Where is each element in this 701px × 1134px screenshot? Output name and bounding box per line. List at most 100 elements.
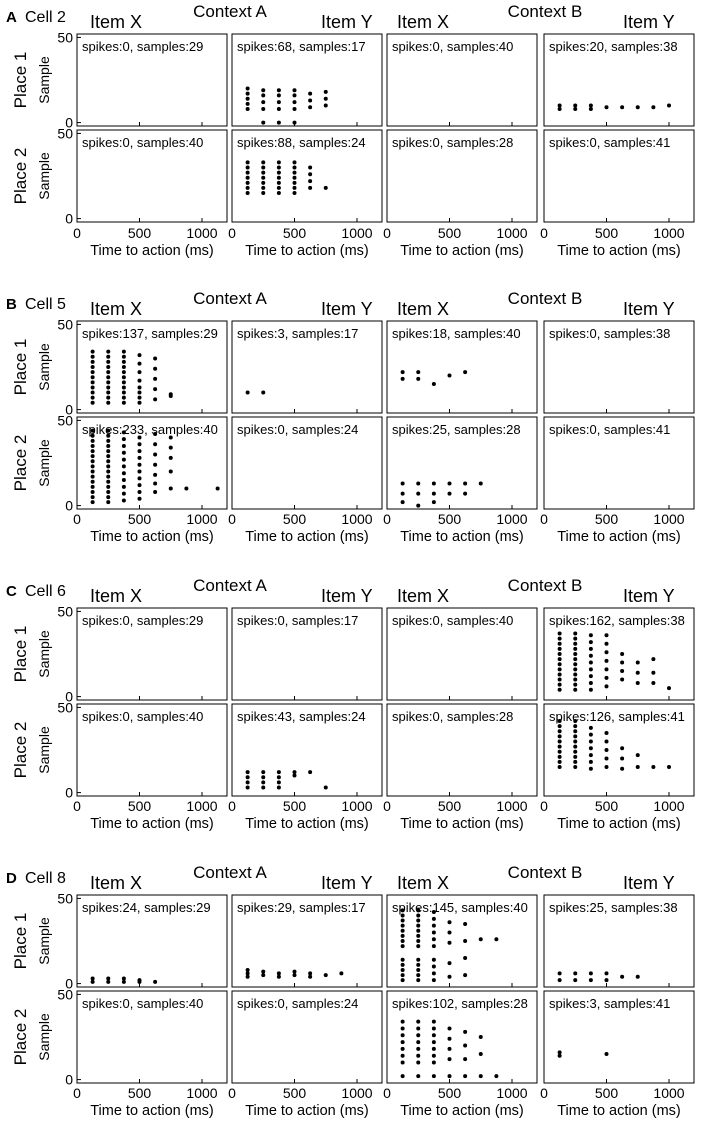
spike-dot [106,454,111,459]
subplot-frame [543,33,695,127]
spike-dot [557,744,562,749]
spike-dot [573,667,578,672]
subplot-frame [76,33,228,127]
spike-dot [90,349,95,354]
spike-dot [651,105,656,110]
spike-dot [245,165,250,170]
spike-dot [416,481,421,486]
spike-dot [308,98,313,103]
spike-dot [245,96,250,101]
spike-dot [447,373,452,378]
subplot-frame [543,129,695,223]
y-tick-label: 50 [57,986,73,1002]
spike-dot [137,435,142,440]
spike-dot [588,646,593,651]
spike-dot [121,349,126,354]
spike-dot [431,1026,436,1031]
item-label: Item X [90,12,142,32]
y-axis-label: Sample [36,343,52,391]
spike-dot [106,495,111,500]
spike-dot [292,165,297,170]
x-tick-label: 500 [595,511,619,527]
spike-dot [106,484,111,489]
spike-count-label: spikes:0, samples:40 [82,135,203,150]
y-axis-label: Sample [36,1013,52,1061]
x-tick-label: 500 [283,511,307,527]
spike-dot [431,1019,436,1024]
spike-dot [153,481,158,486]
subplot-frame [76,990,228,1084]
spike-dot [635,660,640,665]
spike-count-label: spikes:29, samples:17 [237,900,366,915]
spike-dot [121,484,126,489]
x-tick-label: 0 [73,1085,81,1101]
spike-dot [573,729,578,734]
spike-count-label: spikes:0, samples:24 [237,996,358,1011]
spike-dot [153,462,158,467]
x-tick-label: 0 [540,1085,548,1101]
spike-count-label: spikes:43, samples:24 [237,709,366,724]
spike-dot [651,765,656,770]
subplot-frame [231,320,383,414]
spike-dot [261,973,266,978]
spike-dot [588,766,593,771]
spike-dot [416,957,421,962]
spike-dot [431,491,436,496]
cell-title: Cell 6 [25,583,66,600]
y-tick-label: 50 [57,316,73,332]
spike-dot [557,687,562,692]
spike-dot [588,687,593,692]
y-tick-label: 0 [65,211,73,227]
subplot-frame [231,129,383,223]
spike-dot [557,636,562,641]
spike-dot [292,185,297,190]
spike-count-label: spikes:0, samples:17 [237,613,358,628]
spike-dot [121,464,126,469]
x-tick-label: 1000 [496,511,527,527]
item-label: Item X [397,873,449,893]
spike-dot [400,939,405,943]
spike-count-label: spikes:3, samples:17 [237,326,358,341]
spike-dot [106,365,111,369]
x-tick-label: 1000 [186,225,217,241]
raster-subplot: spikes:29, samples:17 [231,894,383,988]
spike-dot [416,491,421,496]
spike-dot [447,930,452,935]
spike-dot [588,753,593,758]
spike-dot [323,89,328,94]
spike-dot [463,956,468,961]
spike-dot [292,120,297,125]
spike-dot [261,106,266,111]
spike-dot [137,353,142,358]
spike-dot [651,657,656,662]
spike-dot [276,971,281,976]
spike-dot [168,445,173,450]
x-tick-label: 1000 [341,798,372,814]
spike-dot [308,172,313,177]
y-axis-label: Sample [36,56,52,104]
spike-dot [588,680,593,685]
subplot-frame [76,129,228,223]
x-tick-label: 0 [228,1085,236,1101]
subplot-frame [543,320,695,414]
spike-dot [573,739,578,744]
spike-dot [245,180,250,185]
spike-dot [90,354,95,359]
x-tick-label: 0 [540,798,548,814]
spike-dot [153,356,158,361]
spike-dot [261,180,266,185]
y-tick-label: 0 [65,976,73,992]
spike-dot [604,667,609,672]
x-axis-label: Time to action (ms) [557,529,681,545]
spike-dot [573,765,578,770]
spike-dot [137,395,142,400]
spike-dot [416,933,421,938]
spike-count-label: spikes:0, samples:28 [392,135,513,150]
spike-dot [292,160,297,165]
subplot-frame [386,320,538,414]
spike-dot [416,978,421,983]
subplot-frame [76,607,228,701]
spike-dot [137,496,142,501]
x-tick-label: 1000 [496,798,527,814]
spike-dot [573,719,578,724]
